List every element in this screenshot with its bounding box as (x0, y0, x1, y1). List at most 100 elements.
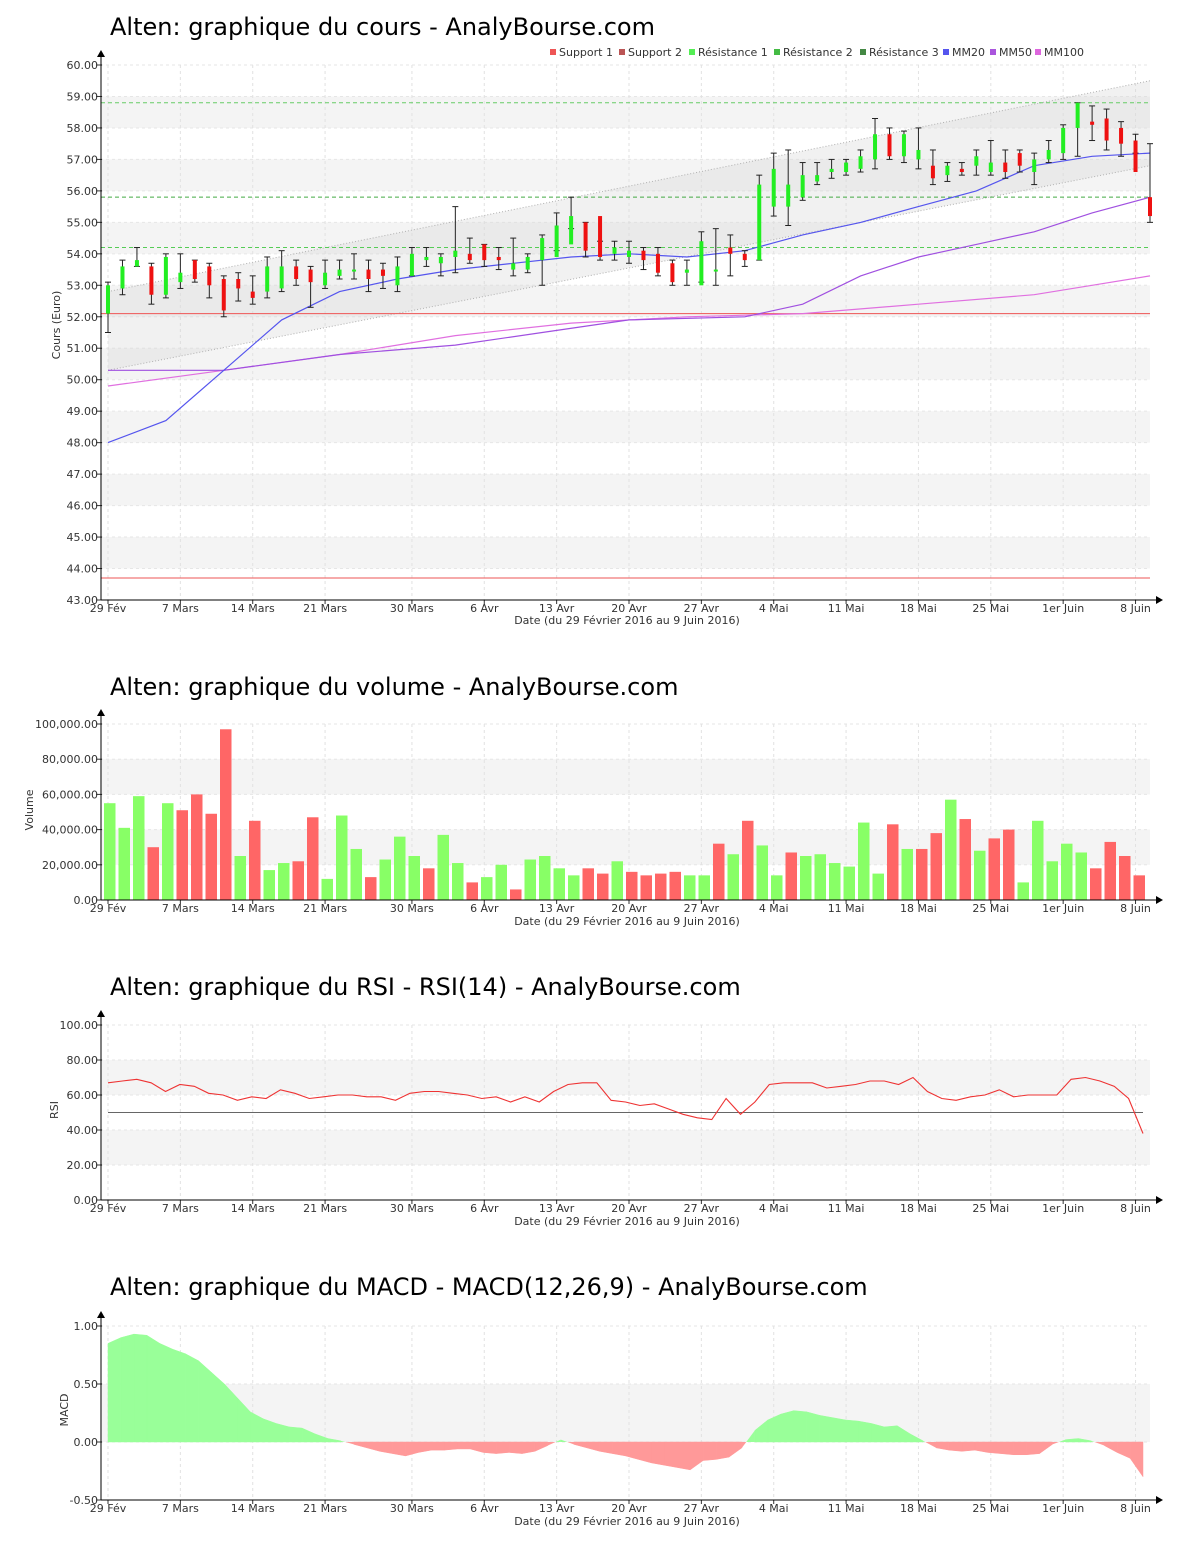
candle-body (786, 184, 791, 207)
price-x-tick-label: 8 Juin (1120, 602, 1151, 615)
vol-x-tick-label: 11 Mai (828, 902, 865, 915)
macd-segment (793, 1410, 807, 1443)
volume-bar (220, 729, 232, 900)
price-grid-band (100, 411, 1150, 443)
volume-bar (698, 875, 710, 900)
price-x-tick-label: 13 Avr (539, 602, 575, 615)
volume-bars (104, 729, 1145, 900)
volume-bar (887, 824, 899, 900)
candle-body (178, 272, 183, 283)
macd-segment (664, 1441, 678, 1468)
vol-y-tick-label: 0.00 (74, 894, 99, 907)
macd-segment (159, 1343, 173, 1443)
price-y-tick-label: 43.00 (67, 594, 99, 607)
price-y-tick-label: 48.00 (67, 437, 99, 450)
macd-segment (909, 1433, 924, 1443)
macd-segment (567, 1442, 574, 1445)
volume-bar (162, 803, 174, 900)
candle-body (1032, 159, 1037, 172)
volume-bar (147, 847, 159, 900)
price-y-tick-label: 51.00 (67, 342, 99, 355)
rsi-y-tick-labels: 0.00 20.00 40.00 60.00 80.00 100.00 (60, 1019, 99, 1207)
volume-bar (684, 875, 696, 900)
price-legend-swatch (774, 49, 780, 55)
rsi-y-tick-label: 60.00 (67, 1089, 99, 1102)
vol-x-tick-label: 25 Mai (972, 902, 1009, 915)
candle-body (916, 149, 921, 160)
macd-segment (1094, 1442, 1105, 1446)
price-y-tick-label: 58.00 (67, 122, 99, 135)
candle-body (858, 156, 863, 169)
macd-segment (495, 1441, 510, 1454)
vol-x-tick-label: 6 Avr (470, 902, 499, 915)
macd-segment (1058, 1439, 1066, 1442)
volume-bar (814, 854, 826, 900)
volume-bar (800, 856, 812, 900)
price-grid-band (100, 348, 1150, 380)
macd-y-tick-label: -0.50 (70, 1494, 98, 1507)
volume-bar (336, 815, 348, 900)
price-x-tick-label: 7 Mars (162, 602, 199, 615)
price-grid-bands (100, 96, 1150, 569)
macd-segment (418, 1441, 432, 1453)
macd-segment (923, 1440, 926, 1442)
rsi-chart-title: Alten: graphique du RSI - RSI(14) - Anal… (110, 973, 741, 1001)
macd-segment (146, 1334, 160, 1443)
volume-bar (727, 854, 739, 900)
macd-x-tick-label: 7 Mars (162, 1502, 199, 1515)
price-legend-swatch (619, 49, 625, 55)
candle-body (988, 162, 993, 172)
macd-x-tick-label: 25 Mai (972, 1502, 1009, 1515)
volume-bar (626, 871, 638, 900)
volume-bar (133, 796, 145, 900)
macd-segment (392, 1441, 406, 1457)
volume-axes (96, 709, 1163, 904)
macd-segment (275, 1423, 290, 1443)
rsi-x-tick-label: 6 Avr (470, 1202, 499, 1215)
vol-x-tick-label: 27 Avr (684, 902, 720, 915)
volume-y-axis-label: Volume (23, 789, 36, 830)
candle-body (873, 134, 878, 160)
volume-bar (872, 873, 884, 900)
candle-body (887, 134, 892, 157)
candle-body (323, 272, 328, 286)
price-x-tick-label: 14 Mars (231, 602, 275, 615)
macd-segment (573, 1441, 587, 1449)
candle-body (844, 162, 849, 172)
rsi-x-tick-label: 25 Mai (972, 1202, 1009, 1215)
macd-segment (508, 1441, 523, 1454)
volume-bar (104, 803, 116, 900)
price-x-tick-label: 20 Avr (611, 602, 647, 615)
candle-body (279, 266, 284, 289)
macd-x-tick-label: 14 Mars (231, 1502, 275, 1515)
volume-bar (278, 863, 290, 900)
macd-x-tick-label: 30 Mars (390, 1502, 434, 1515)
volume-bar (205, 813, 217, 900)
price-y-tick-label: 49.00 (67, 405, 99, 418)
candle-body (192, 260, 197, 279)
price-x-axis-arrow (1156, 596, 1163, 604)
price-grid-band (100, 474, 1150, 506)
macd-segment (470, 1441, 484, 1453)
volume-bar (655, 873, 667, 900)
price-y-tick-label: 54.00 (67, 248, 99, 261)
volume-chart: Alten: graphique du volume - AnalyBourse… (23, 673, 1163, 928)
vol-x-tick-label: 13 Avr (539, 902, 575, 915)
macd-segment (1039, 1441, 1053, 1455)
macd-x-tick-label: 20 Avr (611, 1502, 647, 1515)
candle-body (583, 222, 588, 251)
macd-y-tick-label: 1.00 (74, 1320, 99, 1333)
vol-x-tick-label: 1er Juin (1042, 902, 1084, 915)
rsi-x-tick-label: 1er Juin (1042, 1202, 1084, 1215)
macd-segment (107, 1337, 122, 1443)
candle-body (540, 238, 545, 261)
candle-body (1104, 118, 1109, 141)
price-y-tick-label: 44.00 (67, 563, 99, 576)
volume-bar (640, 875, 652, 900)
volume-bar (263, 870, 275, 900)
rsi-curve (107, 1076, 1144, 1134)
candle-body (366, 269, 371, 279)
rsi-x-tick-label: 11 Mai (828, 1202, 865, 1215)
volume-bar (582, 868, 594, 900)
price-y-tick-label: 56.00 (67, 185, 99, 198)
